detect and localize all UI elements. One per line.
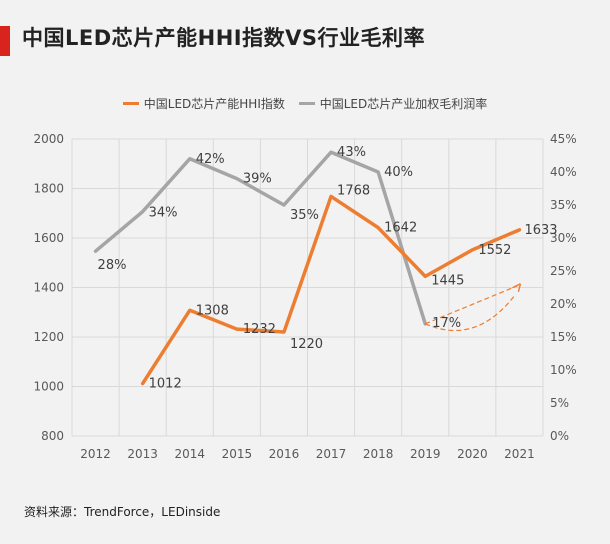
data-label-hhi: 1308 [196,303,229,318]
data-label-hhi: 1220 [290,337,323,352]
data-label-hhi: 1552 [478,243,511,258]
y-right-tick-label: 5% [550,396,569,410]
x-tick-label: 2019 [410,447,441,461]
annotation-arrow-dashed-curve [425,295,515,332]
x-tick-label: 2013 [127,447,158,461]
legend-swatch-margin [298,102,315,105]
y-left-tick-label: 1200 [33,330,64,344]
x-tick-label: 2014 [174,447,205,461]
data-label-margin: 40% [384,165,413,180]
legend-label-hhi: 中国LED芯片产能HHI指数 [143,97,285,111]
y-right-tick-label: 25% [550,264,577,278]
data-label-hhi: 1012 [149,377,182,392]
x-tick-label: 2017 [316,447,347,461]
data-label-margin: 17% [432,316,461,331]
chart-title: 中国LED芯片产能HHI指数VS行业毛利率 [22,26,425,50]
data-label-hhi: 1633 [524,223,557,238]
y-left-tick-label: 1000 [33,380,64,394]
legend-item-margin: 中国LED芯片产业加权毛利润率 [298,95,488,112]
y-left-tick-label: 2000 [33,132,64,146]
source-note: 资料来源：TrendForce，LEDinside [24,505,221,519]
chart-legend: 中国LED芯片产能HHI指数 中国LED芯片产业加权毛利润率 [0,94,610,112]
data-label-margin: 43% [337,145,366,160]
series-line-margin [93,150,427,326]
y-right-tick-label: 35% [550,198,577,212]
data-label-hhi: 1445 [431,273,464,288]
x-tick-label: 2021 [504,447,535,461]
x-tick-label: 2012 [80,447,111,461]
data-label-hhi: 1642 [384,221,417,236]
series-line-hhi [140,194,522,386]
y-left-tick-label: 1400 [33,281,64,295]
data-label-hhi: 1232 [243,322,276,337]
legend-item-hhi: 中国LED芯片产能HHI指数 [122,95,285,112]
data-label-margin: 42% [196,152,225,167]
x-tick-label: 2016 [269,447,300,461]
data-label-margin: 35% [290,208,319,223]
y-right-tick-label: 30% [550,231,577,245]
x-tick-label: 2018 [363,447,394,461]
x-tick-label: 2020 [457,447,488,461]
data-label-margin: 39% [243,172,272,187]
data-label-margin: 34% [149,206,178,221]
data-label-hhi: 1768 [337,183,370,198]
y-right-tick-label: 0% [550,429,569,443]
y-left-tick-label: 1800 [33,182,64,196]
annotation-arrow-head [512,283,522,292]
legend-swatch-hhi [122,102,139,105]
legend-label-margin: 中国LED芯片产业加权毛利润率 [319,97,488,111]
data-label-margin: 28% [98,258,127,273]
x-tick-label: 2015 [222,447,253,461]
annotation-arrow-dashed-line [425,285,518,325]
y-right-tick-label: 15% [550,330,577,344]
y-left-tick-label: 800 [41,429,64,443]
title-accent-bar [0,26,10,56]
y-right-tick-label: 10% [550,363,577,377]
y-left-tick-label: 1600 [33,231,64,245]
y-right-tick-label: 40% [550,165,577,179]
y-right-tick-label: 20% [550,297,577,311]
y-right-tick-label: 45% [550,132,577,146]
